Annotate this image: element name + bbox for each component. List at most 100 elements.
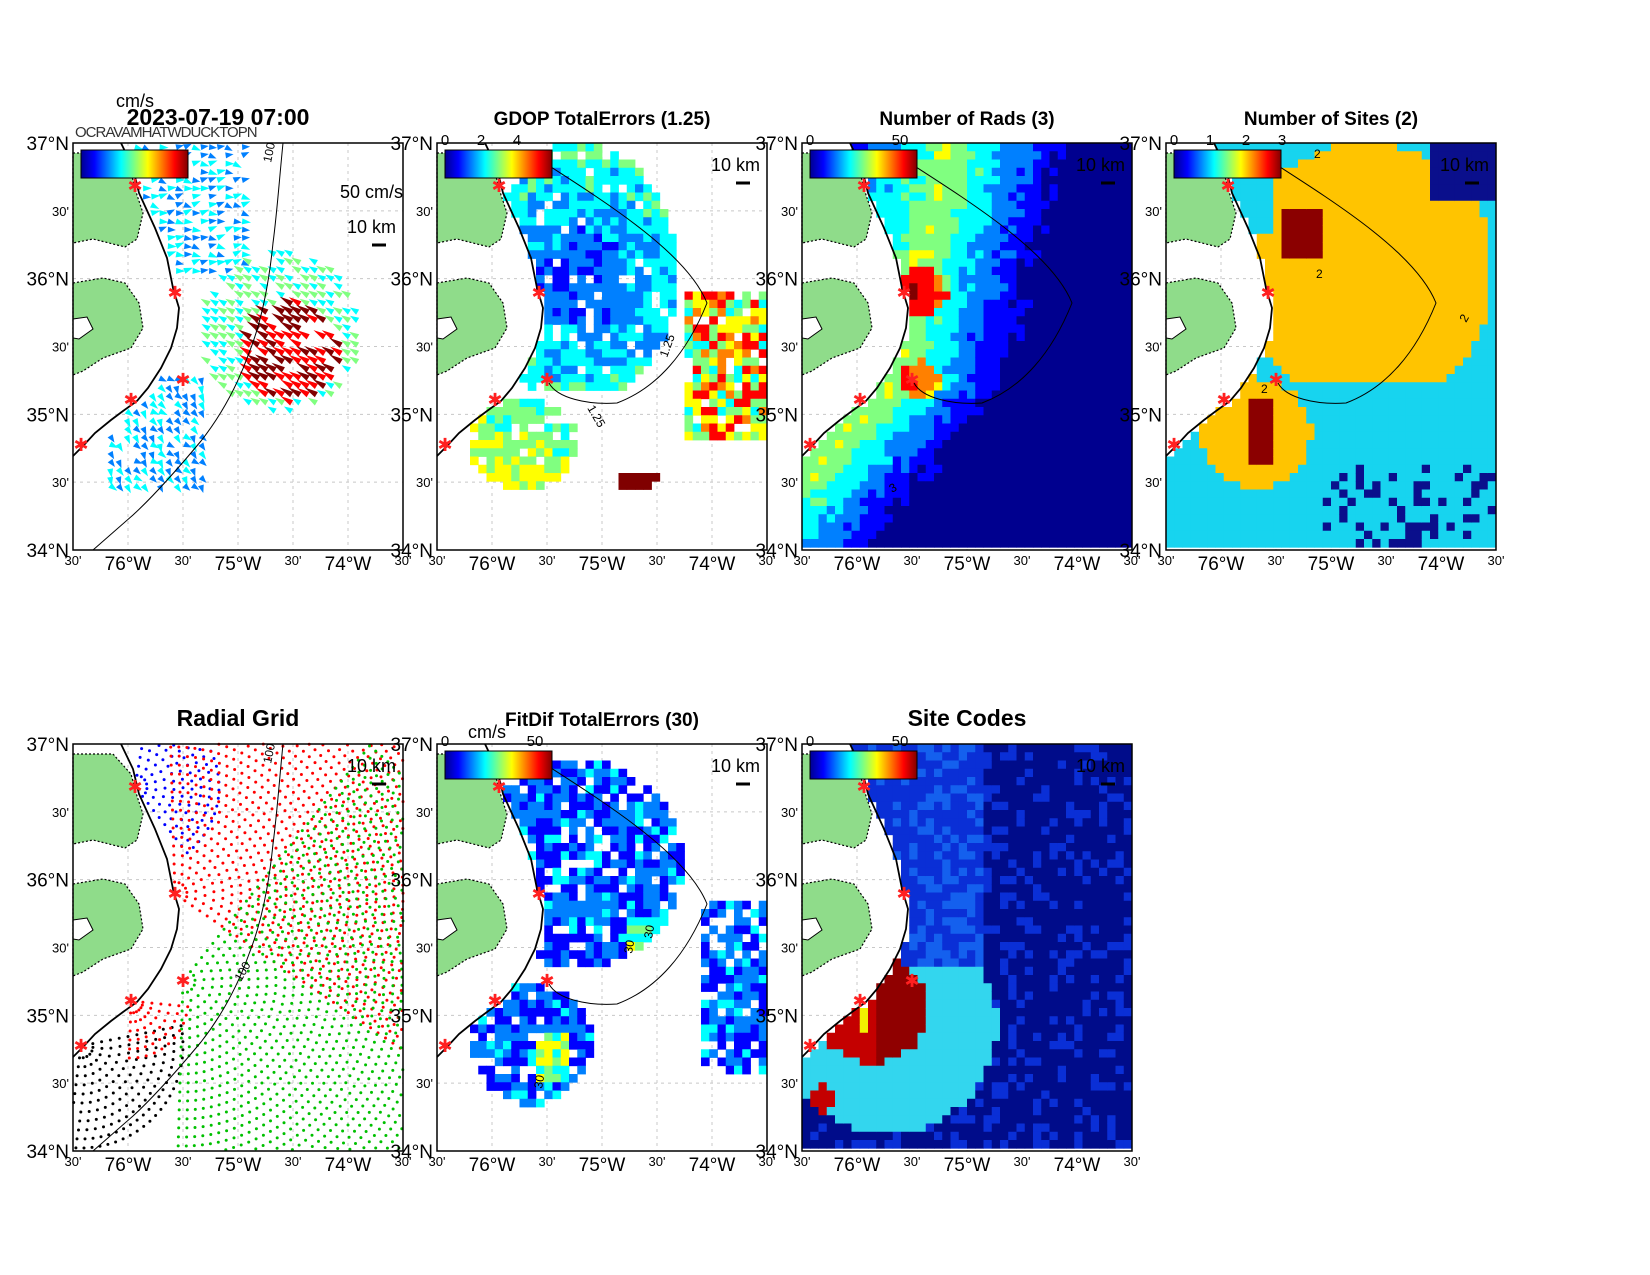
data-cell: [917, 423, 927, 433]
data-cell: [511, 440, 520, 449]
radial-grid-point: [175, 824, 178, 828]
data-cell: [1049, 316, 1059, 325]
data-cell: [1289, 324, 1299, 334]
data-cell: [1000, 184, 1009, 193]
radial-grid-point: [125, 1104, 129, 1108]
data-cell: [1265, 398, 1274, 408]
data-cell: [618, 217, 628, 226]
data-cell: [1364, 497, 1373, 507]
data-cell: [1000, 233, 1009, 243]
data-cell: [1471, 275, 1480, 284]
data-cell: [1107, 266, 1116, 276]
data-cell: [1082, 299, 1092, 309]
current-vector: [239, 363, 252, 373]
site-marker: ✱: [1220, 176, 1235, 196]
current-vector: [175, 251, 185, 258]
data-cell: [1090, 407, 1100, 416]
data-cell: [1281, 431, 1291, 441]
data-cell: [1273, 440, 1282, 449]
current-vector: [275, 290, 285, 299]
data-cell: [1016, 200, 1026, 210]
data-cell: [917, 299, 927, 309]
data-cell: [1082, 151, 1092, 160]
data-cell: [1454, 225, 1464, 235]
data-cell: [983, 481, 993, 490]
data-cell: [1413, 209, 1423, 218]
data-cell: [1000, 324, 1009, 334]
data-cell: [1174, 473, 1183, 482]
data-cell: [725, 374, 735, 383]
data-cell: [750, 382, 760, 391]
data-cell: [494, 431, 504, 441]
data-cell: [758, 291, 768, 301]
radial-grid-point: [166, 764, 170, 768]
data-cell: [552, 242, 562, 251]
data-cell: [560, 233, 570, 243]
data-cell: [909, 539, 918, 548]
data-cell: [1123, 258, 1133, 268]
data-cell: [826, 522, 836, 532]
data-cell: [1107, 283, 1116, 292]
data-cell: [950, 324, 960, 334]
data-cell: [909, 398, 918, 408]
data-cell: [1049, 407, 1059, 416]
radial-grid-point: [118, 1086, 122, 1090]
data-cell: [758, 390, 768, 400]
data-cell: [1446, 275, 1456, 284]
current-vector: [321, 330, 335, 340]
data-cell: [593, 332, 603, 342]
data-cell: [569, 233, 578, 243]
data-cell: [577, 250, 586, 259]
data-cell: [536, 349, 545, 358]
data-cell: [618, 481, 628, 490]
data-cell: [818, 539, 828, 548]
data-cell: [892, 233, 902, 243]
radial-grid-point: [87, 1110, 91, 1113]
data-cell: [1115, 374, 1125, 383]
data-cell: [519, 440, 529, 449]
data-cell: [1405, 349, 1414, 358]
data-cell: [1024, 192, 1034, 202]
data-cell: [1033, 349, 1042, 358]
data-cell: [1322, 365, 1332, 375]
data-cell: [925, 192, 935, 202]
latitude-tick-label: 30': [52, 204, 69, 219]
current-vector: [217, 372, 228, 381]
data-cell: [1331, 233, 1340, 243]
data-cell: [1364, 176, 1373, 185]
data-cell: [1199, 473, 1208, 482]
data-cell: [1107, 151, 1116, 160]
data-cell: [1008, 275, 1017, 284]
data-cell: [544, 431, 553, 441]
data-cell: [602, 382, 611, 391]
radial-grid-point: [181, 883, 185, 887]
data-cell: [1273, 291, 1282, 301]
data-cell: [1033, 398, 1042, 408]
data-cell: [975, 324, 984, 334]
data-cell: [1306, 497, 1315, 507]
data-cell: [901, 456, 910, 466]
data-cell: [1438, 448, 1447, 457]
data-cell: [958, 415, 968, 424]
data-cell: [602, 357, 611, 367]
data-cell: [1166, 473, 1175, 482]
data-cell: [1281, 217, 1291, 226]
data-cell: [1446, 332, 1456, 342]
data-cell: [1463, 184, 1472, 193]
data-cell: [1256, 464, 1266, 474]
radial-grid-point: [124, 1115, 128, 1119]
data-cell: [1256, 522, 1266, 532]
data-cell: [577, 308, 586, 317]
data-cell: [1057, 250, 1067, 259]
data-cell: [884, 423, 894, 433]
data-cell: [1322, 233, 1332, 243]
current-vector: [304, 304, 318, 315]
current-vector: [280, 396, 294, 406]
data-cell: [1016, 473, 1026, 482]
data-cell: [1082, 382, 1092, 391]
data-cell: [1463, 440, 1472, 449]
data-cell: [1008, 514, 1017, 523]
latitude-tick-label: 37°N: [27, 134, 69, 155]
data-cell: [1430, 497, 1439, 507]
current-vector: [246, 362, 261, 373]
